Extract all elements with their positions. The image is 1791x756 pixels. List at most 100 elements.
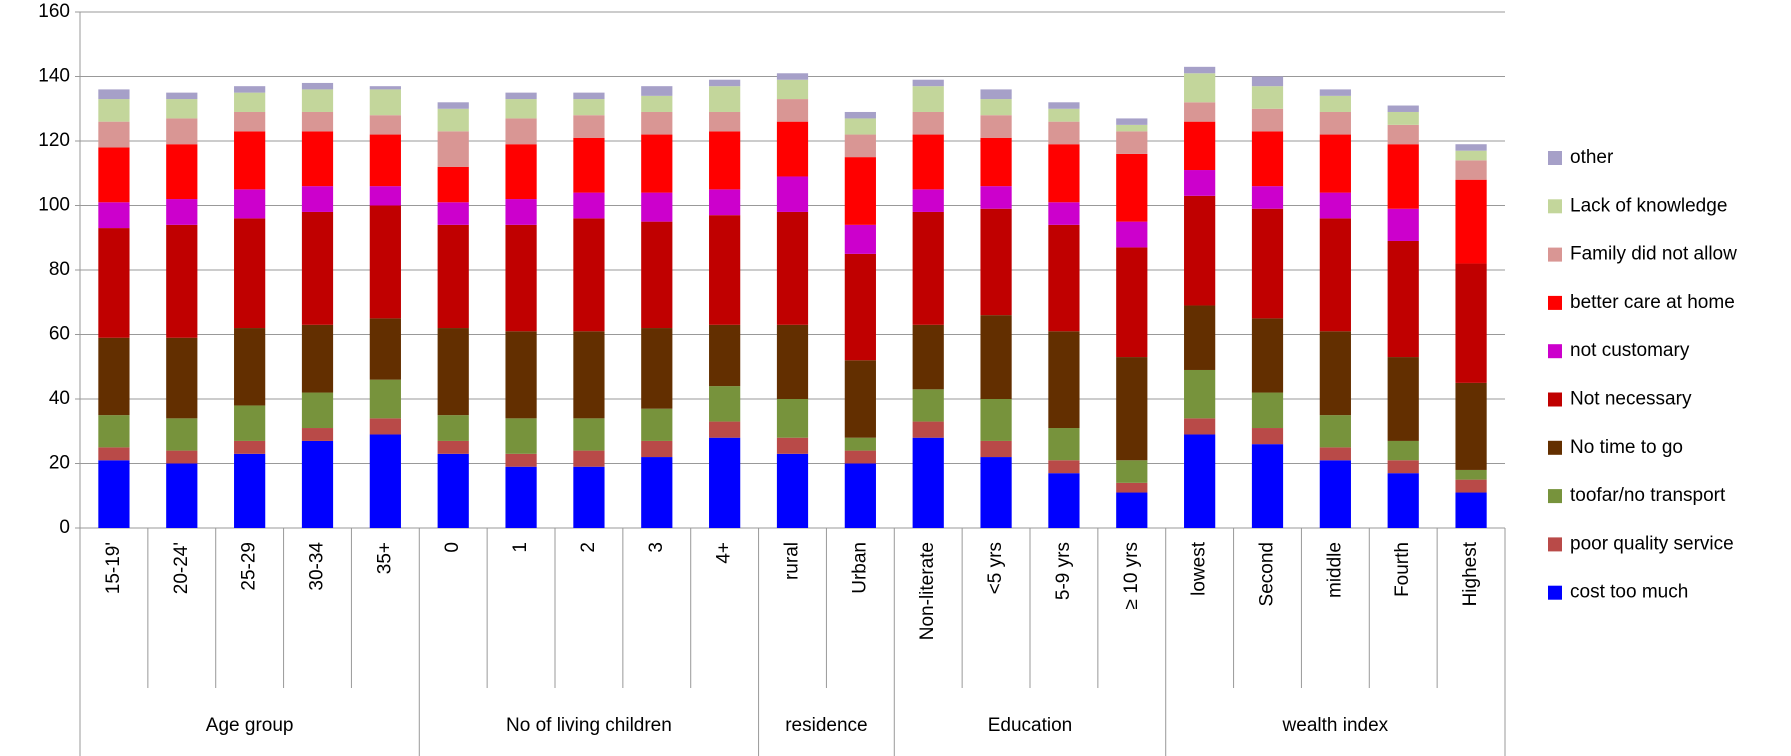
bar-segment xyxy=(234,328,266,406)
bar-segment xyxy=(234,92,266,112)
bar-segment xyxy=(437,415,469,441)
bar-segment xyxy=(505,224,537,332)
bar-segment xyxy=(1319,218,1351,332)
bar-segment xyxy=(1455,150,1487,161)
bar-segment xyxy=(369,205,401,319)
bar-segment xyxy=(641,86,673,96)
bar-segment xyxy=(980,99,1012,116)
bar-segment xyxy=(1455,160,1487,180)
bar-segment xyxy=(234,189,266,219)
bar-segment xyxy=(505,418,537,454)
bar-segment xyxy=(437,166,469,203)
bar-segment xyxy=(573,450,605,467)
bar-segment xyxy=(709,215,741,325)
bar-segment xyxy=(1319,89,1351,96)
bar-segment xyxy=(369,434,401,528)
y-tick-label: 0 xyxy=(59,517,70,538)
bar-segment xyxy=(709,421,741,438)
bar-segment xyxy=(505,331,537,419)
bar-segment xyxy=(1387,208,1419,241)
bar-segment xyxy=(234,86,266,93)
bar-segment xyxy=(1251,108,1284,132)
bar-segment xyxy=(437,108,469,132)
bar-segment xyxy=(1387,111,1419,125)
bar-segment xyxy=(98,415,130,448)
bar-segment xyxy=(98,460,130,528)
bar-segment xyxy=(505,199,537,225)
bar-segment xyxy=(437,224,469,329)
bar-segment xyxy=(844,111,876,119)
bar-segment xyxy=(1116,124,1148,132)
bar-segment xyxy=(912,134,944,190)
x-tick-label: <5 yrs xyxy=(985,542,1006,594)
bar-segment xyxy=(1184,434,1216,528)
x-tick-label: 20-24' xyxy=(171,542,192,594)
bar-segment xyxy=(98,147,130,203)
bar-segment xyxy=(437,328,469,416)
bar-segment xyxy=(1048,108,1080,122)
bar-segment xyxy=(912,111,944,135)
bar-segment xyxy=(1048,473,1080,528)
bar-segment xyxy=(1455,382,1487,470)
legend-swatch xyxy=(1548,151,1562,165)
x-tick-label: 4+ xyxy=(714,542,735,564)
x-tick-label: 30-34 xyxy=(307,542,328,591)
bar-segment xyxy=(844,118,876,135)
bar-segment xyxy=(98,447,130,461)
bar-segment xyxy=(234,405,266,441)
bar-segment xyxy=(1116,492,1148,528)
bar-segment xyxy=(1455,263,1487,383)
bar-segment xyxy=(1319,447,1351,461)
bar-segment xyxy=(98,121,130,148)
bar-segment xyxy=(505,466,537,528)
bar-segment xyxy=(1387,357,1419,441)
bar-segment xyxy=(912,189,944,212)
bar-segment xyxy=(301,186,334,212)
x-tick-label: Urban xyxy=(849,542,870,594)
bar-segment xyxy=(1048,428,1080,461)
bar-segment xyxy=(98,202,130,229)
bar-segment xyxy=(912,389,944,422)
x-tick-label: 35+ xyxy=(374,542,395,574)
y-tick-label: 80 xyxy=(49,259,70,280)
bar-segment xyxy=(980,399,1012,441)
bar-segment xyxy=(776,73,809,80)
bar-segment xyxy=(709,86,741,112)
bar-segment xyxy=(980,186,1012,209)
y-tick-label: 60 xyxy=(49,324,70,345)
bar-segment xyxy=(1116,482,1148,493)
bar-segment xyxy=(641,192,673,222)
bar-segment xyxy=(844,463,876,528)
bar-segment xyxy=(1387,473,1419,528)
bar-segment xyxy=(980,457,1012,528)
bar-segment xyxy=(573,115,605,138)
legend-label: Not necessary xyxy=(1570,389,1692,410)
bar-segment xyxy=(641,328,673,409)
bar-segment xyxy=(912,437,944,528)
x-tick-label: Non-literate xyxy=(917,542,938,640)
bar-segment xyxy=(301,392,334,429)
bar-segment xyxy=(980,315,1012,399)
bar-segment xyxy=(1319,95,1351,112)
bar-segment xyxy=(301,428,334,441)
bar-segment xyxy=(1184,170,1216,196)
bar-segment xyxy=(573,192,605,219)
bar-segment xyxy=(301,111,334,132)
bar-segment xyxy=(166,463,198,528)
bar-segment xyxy=(301,440,334,528)
x-tick-label: 3 xyxy=(646,542,667,553)
bar-segment xyxy=(1319,192,1351,219)
bar-segment xyxy=(166,337,198,419)
bar-segment xyxy=(573,466,605,528)
bar-segment xyxy=(1251,444,1284,528)
bar-segment xyxy=(641,134,673,193)
bar-segment xyxy=(980,89,1012,100)
bar-segment xyxy=(709,386,741,422)
bar-segment xyxy=(505,453,537,467)
bar-segment xyxy=(301,131,334,187)
x-tick-label: lowest xyxy=(1189,541,1210,596)
legend-label: toofar/no transport xyxy=(1570,485,1726,506)
bar-segment xyxy=(166,199,198,225)
bar-segment xyxy=(1184,418,1216,435)
y-tick-label: 140 xyxy=(38,66,70,87)
